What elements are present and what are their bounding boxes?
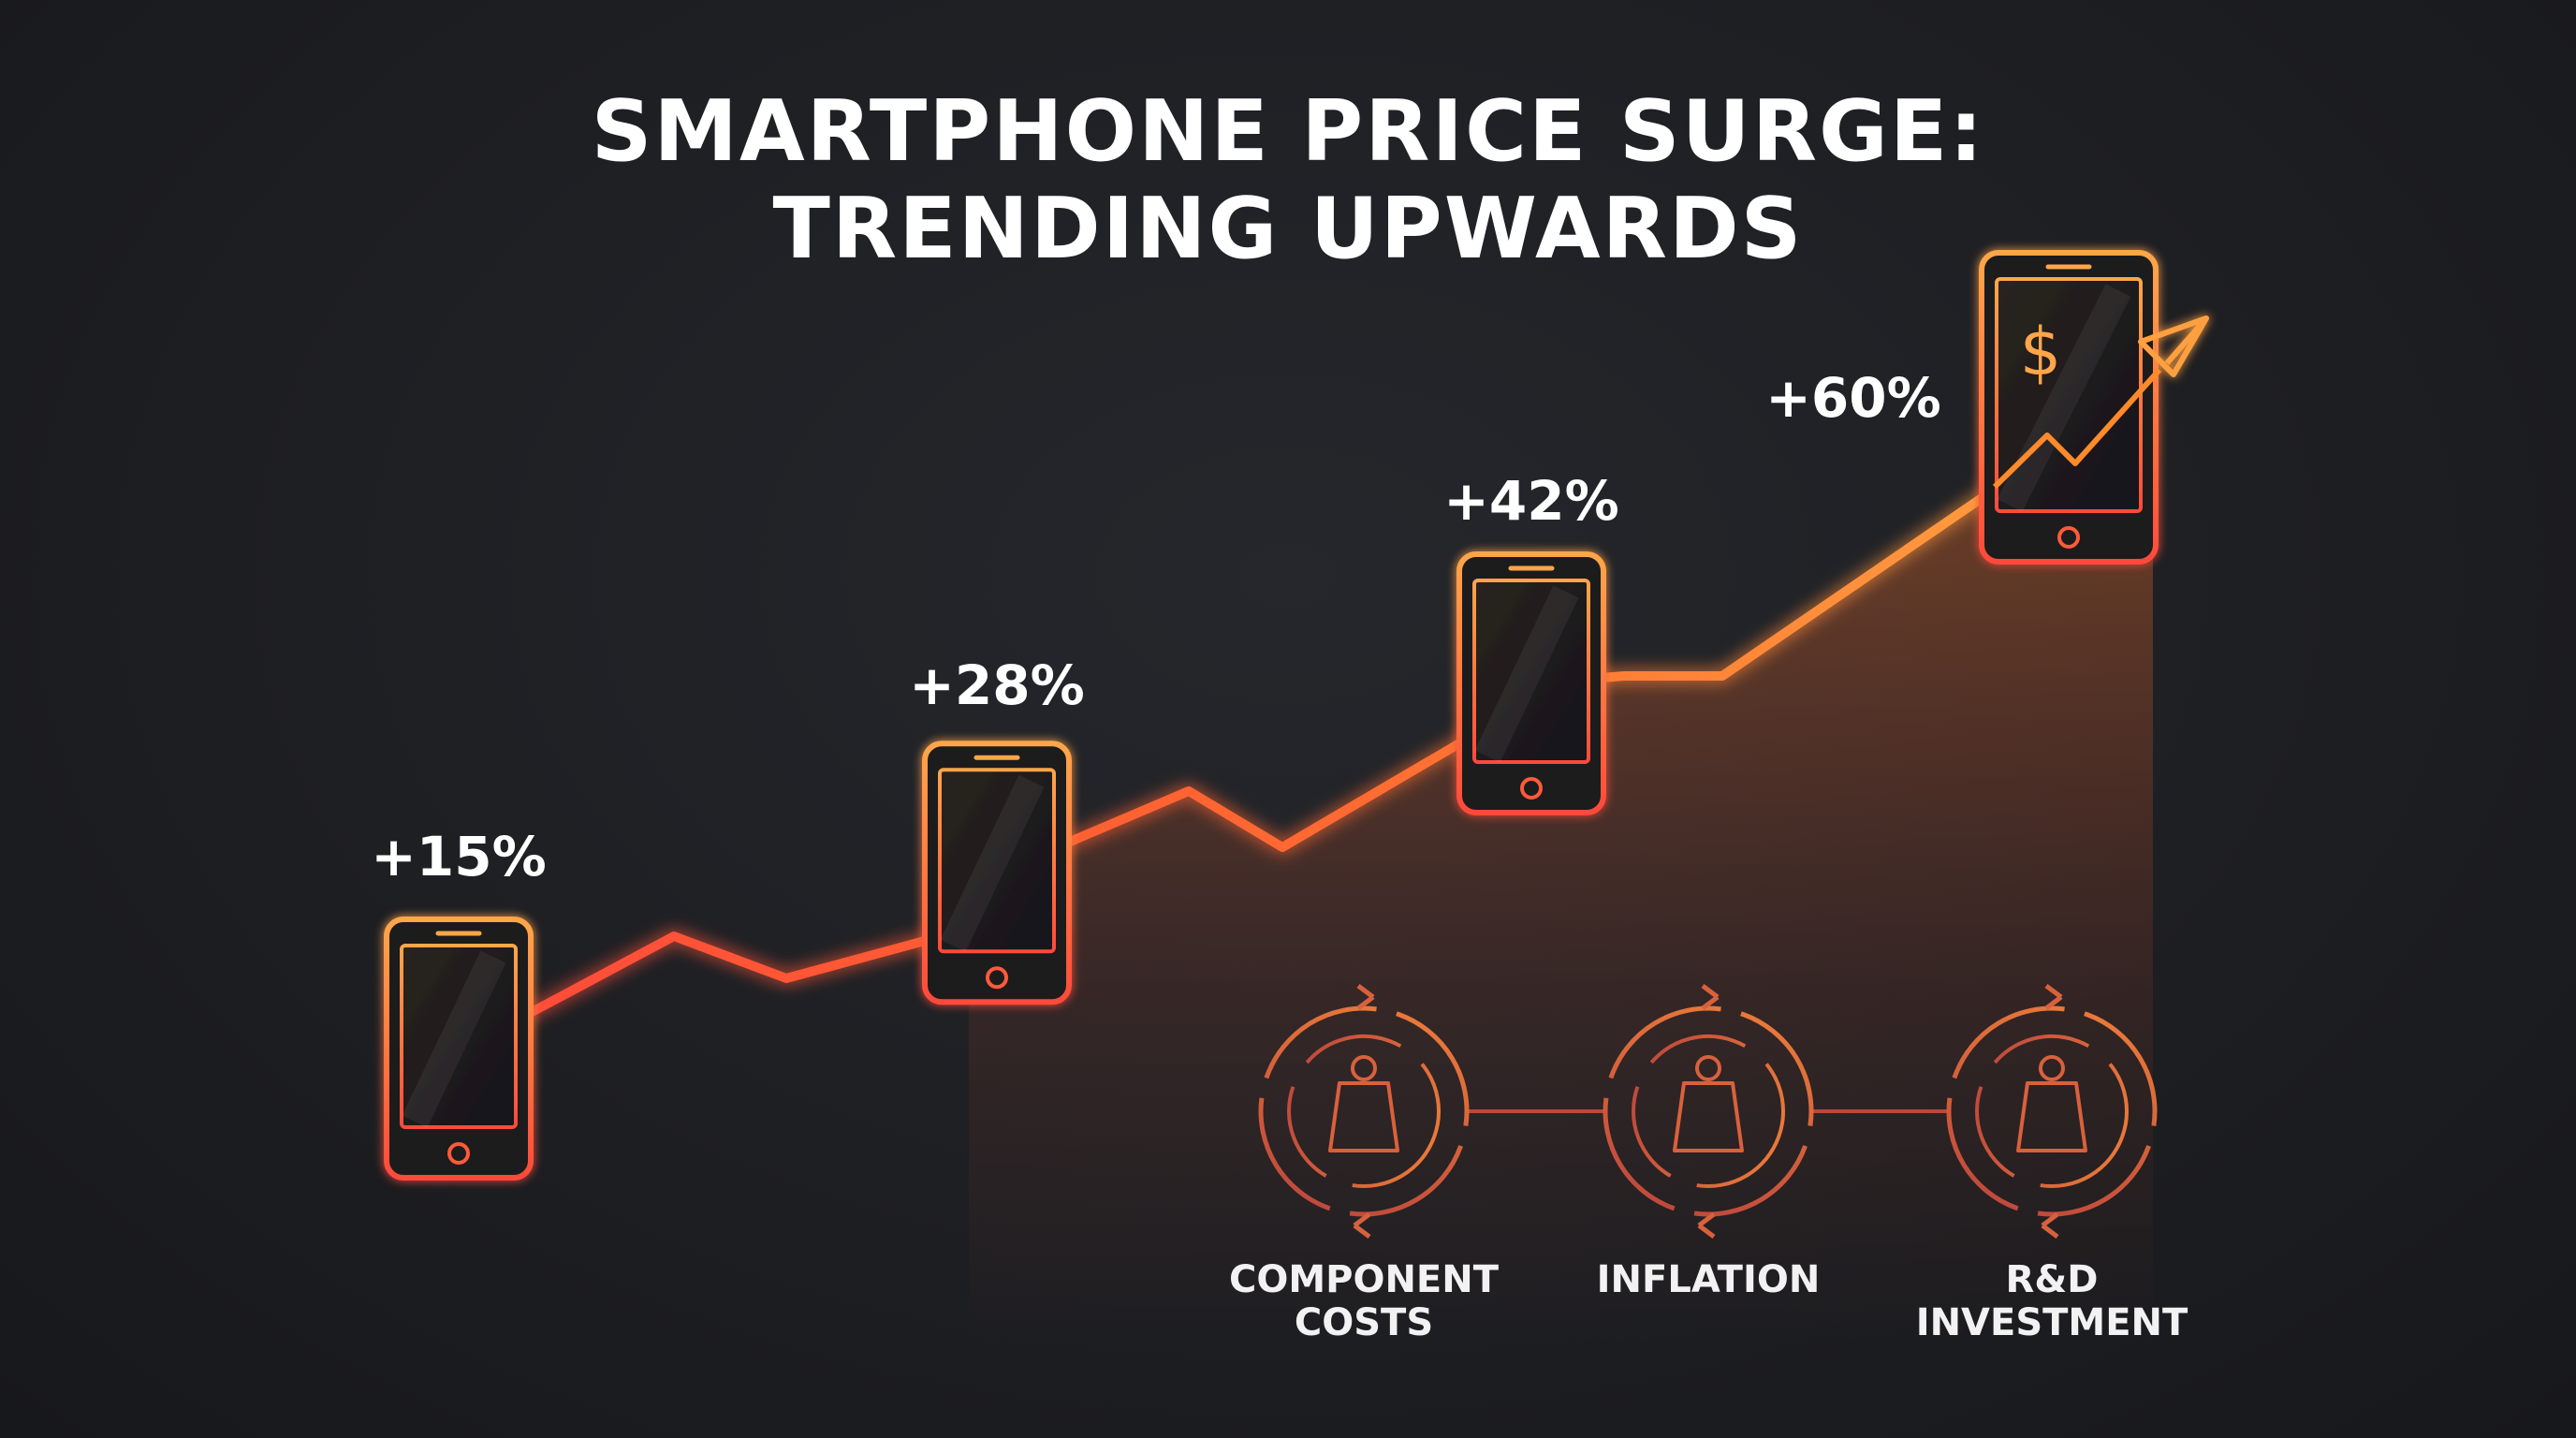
weight-cycle-icon — [1258, 984, 1470, 1239]
phone-home-button — [1520, 777, 1543, 800]
factor-label: R&D — [2006, 1258, 2099, 1301]
trend-line — [454, 435, 2073, 1053]
phone-home-button — [986, 966, 1008, 990]
dollar-sign-icon: $ — [2020, 314, 2062, 390]
factor-2: INFLATION — [1597, 984, 1821, 1301]
phone-icon-2 — [922, 741, 1072, 1005]
arrow-head-icon — [2138, 315, 2209, 377]
phone-icon-4: $ — [1979, 250, 2209, 565]
chart-title-line-2: TRENDING UPWARDS — [772, 180, 1804, 278]
weight-cycle-icon — [1603, 984, 1814, 1239]
phone-icon-1 — [384, 917, 534, 1181]
factor-label: COSTS — [1295, 1301, 1433, 1344]
data-label-3: +42% — [1443, 469, 1618, 533]
weight-cycle-icon — [1946, 984, 2158, 1239]
trend-area-fill — [969, 440, 2153, 1348]
phone-icon-3 — [1456, 551, 1606, 815]
trend-arrow-icon — [1992, 367, 2162, 490]
phone-home-button — [2057, 526, 2080, 549]
chart-title-line-1: SMARTPHONE PRICE SURGE: — [591, 82, 1985, 181]
factor-label: INVESTMENT — [1916, 1301, 2188, 1344]
factor-label: COMPONENT — [1229, 1258, 1500, 1301]
phone-home-button — [447, 1142, 470, 1165]
data-label-4: +60% — [1765, 366, 1940, 430]
data-label-2: +28% — [909, 653, 1084, 717]
data-label-1: +15% — [371, 825, 546, 888]
factor-label: INFLATION — [1597, 1258, 1821, 1301]
